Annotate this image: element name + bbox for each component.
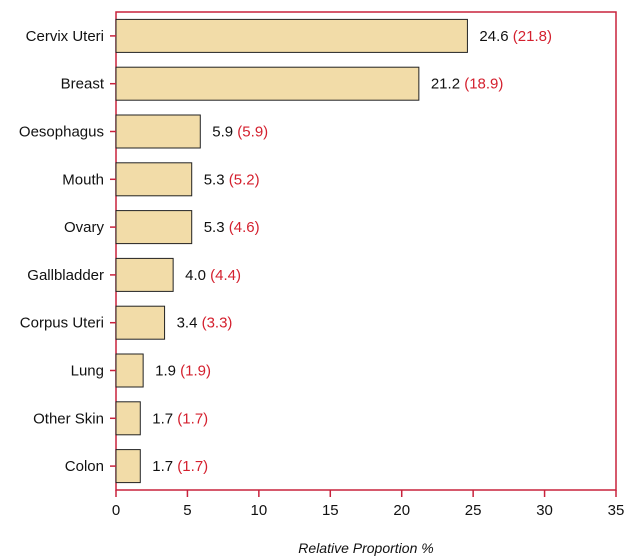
value-label-primary: 5.3	[204, 171, 225, 188]
x-tick-label: 5	[183, 502, 191, 519]
value-label: 21.2 (18.9)	[431, 76, 504, 93]
bar	[115, 114, 201, 149]
x-tick-label: 35	[608, 502, 625, 519]
bar	[115, 401, 141, 436]
x-axis-title: Relative Proportion %	[298, 540, 433, 556]
value-label-primary: 5.9	[212, 124, 233, 141]
bar	[115, 66, 420, 101]
value-label: 5.3 (5.2)	[204, 171, 260, 188]
value-label-primary: 24.6	[479, 28, 508, 45]
x-tick-label: 20	[393, 502, 410, 519]
bar	[115, 162, 193, 197]
x-tick-label: 15	[322, 502, 339, 519]
bar	[115, 449, 141, 484]
value-label-primary: 5.3	[204, 219, 225, 236]
x-tick-label: 25	[465, 502, 482, 519]
value-labels: 24.6 (21.8) 21.2 (18.9) 5.9 (5.9) 5.3 (5.2)…	[152, 28, 552, 475]
value-label: 1.7 (1.7)	[152, 410, 208, 427]
category-label: Gallbladder	[27, 267, 104, 284]
category-label: Mouth	[62, 171, 104, 188]
x-axis: 0 5 10 15 20 25 30 35	[112, 490, 625, 519]
value-label-secondary: (1.7)	[173, 458, 208, 475]
bars-layer	[115, 18, 468, 484]
category-label: Breast	[61, 76, 105, 93]
category-label: Colon	[65, 458, 104, 475]
x-tick-label: 30	[536, 502, 553, 519]
value-label-secondary: (4.6)	[225, 219, 260, 236]
bar	[115, 210, 193, 245]
x-tick-label: 0	[112, 502, 120, 519]
value-label-primary: 21.2	[431, 76, 460, 93]
value-label-secondary: (3.3)	[197, 315, 232, 332]
value-label-primary: 4.0	[185, 267, 206, 284]
value-label-secondary: (21.8)	[509, 28, 552, 45]
value-label: 3.4 (3.3)	[177, 315, 233, 332]
value-label-primary: 1.7	[152, 458, 173, 475]
bar	[115, 353, 144, 388]
value-label-secondary: (5.2)	[225, 171, 260, 188]
category-label: Other Skin	[33, 410, 104, 427]
value-label: 24.6 (21.8)	[479, 28, 552, 45]
category-label: Oesophagus	[19, 124, 104, 141]
plot-frame	[115, 11, 617, 491]
category-label: Ovary	[64, 219, 105, 236]
bar	[115, 257, 174, 292]
value-label: 5.9 (5.9)	[212, 124, 268, 141]
value-label-secondary: (4.4)	[206, 267, 241, 284]
x-tick-label: 10	[251, 502, 268, 519]
value-label-primary: 3.4	[177, 315, 198, 332]
value-label-secondary: (1.7)	[173, 410, 208, 427]
category-labels: Cervix Uteri Breast Oesophagus Mouth Ovary Ga…	[19, 28, 116, 475]
value-label-primary: 1.7	[152, 410, 173, 427]
category-label: Cervix Uteri	[26, 28, 104, 45]
value-label: 1.9 (1.9)	[155, 363, 211, 380]
value-label: 5.3 (4.6)	[204, 219, 260, 236]
category-label: Lung	[71, 363, 104, 380]
value-label-secondary: (5.9)	[233, 124, 268, 141]
category-label: Corpus Uteri	[20, 315, 104, 332]
value-label-secondary: (18.9)	[460, 76, 503, 93]
bar	[115, 18, 468, 53]
value-label: 4.0 (4.4)	[185, 267, 241, 284]
value-label: 1.7 (1.7)	[152, 458, 208, 475]
value-label-primary: 1.9	[155, 363, 176, 380]
bar	[115, 305, 166, 340]
value-label-secondary: (1.9)	[176, 363, 211, 380]
